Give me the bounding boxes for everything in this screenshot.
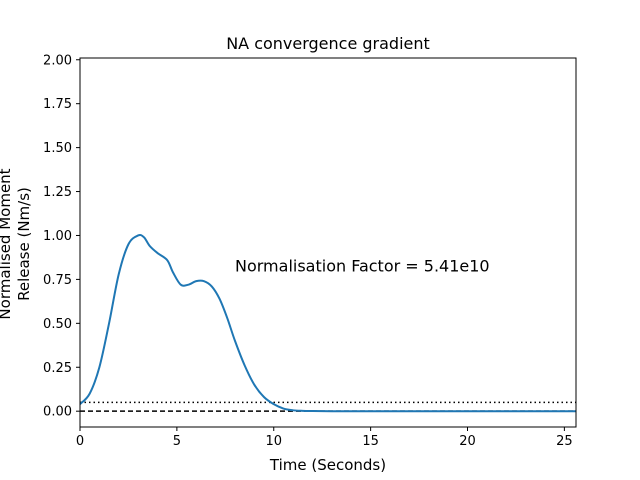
x-tick-label: 10	[265, 434, 282, 449]
x-axis-label: Time (Seconds)	[269, 456, 386, 474]
y-tick-label: 1.75	[43, 97, 72, 112]
x-tick-label: 25	[556, 434, 573, 449]
y-tick-label: 1.50	[43, 141, 72, 156]
y-axis-label-line-1: Normalised Moment	[0, 168, 14, 319]
x-tick-label: 20	[459, 434, 476, 449]
y-tick-label: 1.00	[43, 229, 72, 244]
x-tick-label: 0	[76, 434, 84, 449]
x-tick-label: 5	[173, 434, 181, 449]
y-tick-label: 0.00	[43, 405, 72, 420]
x-tick-label: 15	[362, 434, 379, 449]
chart-title: NA convergence gradient	[226, 34, 430, 53]
y-tick-label: 1.25	[43, 185, 72, 200]
y-axis-label-line-2: Release (Nm/s)	[15, 187, 33, 301]
y-tick-label: 2.00	[43, 53, 72, 68]
y-tick-label: 0.50	[43, 317, 72, 332]
plot-area: 0 5 10 15 20 25 0.00 0.25 0.50 0.75 1.00 1.25 1.50 1.…	[43, 53, 577, 449]
y-tick-label: 0.75	[43, 273, 72, 288]
normalisation-factor-annotation: Normalisation Factor = 5.41e10	[235, 256, 490, 275]
series-line-1	[80, 234, 576, 413]
axes-frame	[79, 57, 577, 428]
y-tick-label: 0.25	[43, 361, 72, 376]
